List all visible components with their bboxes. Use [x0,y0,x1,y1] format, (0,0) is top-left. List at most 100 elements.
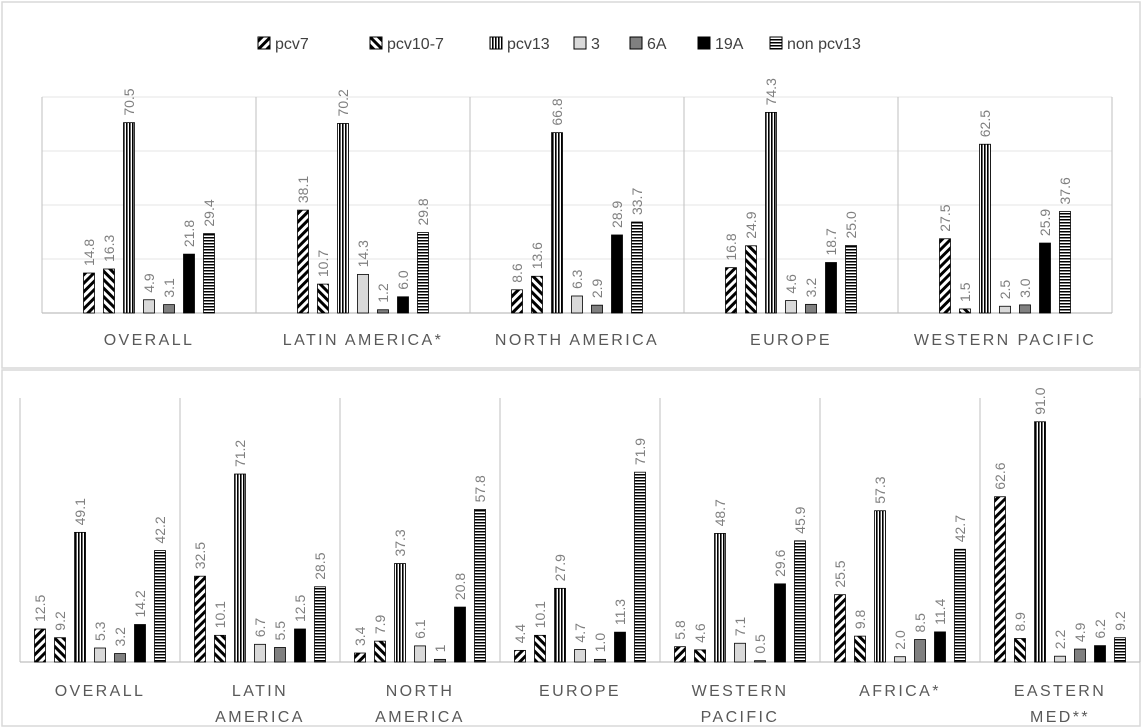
value-label: 14.3 [355,240,371,267]
bar-north-america-pcv13 [394,563,406,663]
bar-europe-pcv13 [765,111,777,314]
value-label: 11.3 [612,599,628,625]
legend: pcv7 pcv10-7 pcv13 3 6A 19A non pcv13 [257,36,861,53]
category-label: EUROPE [539,683,621,700]
bar-europe-pcv10-7 [745,245,757,314]
bar-europe-19a [825,262,837,314]
category-label: AMERICA [375,709,465,726]
value-label: 16.3 [101,235,117,262]
category-label: WESTERN PACIFIC [914,332,1096,349]
category-label: OVERALL [55,683,146,700]
legend-swatch [697,36,711,50]
value-label: 37.3 [392,529,408,556]
value-label: 62.6 [992,462,1008,489]
value-label: 70.5 [121,88,137,115]
bar-africa-pcv10-7 [854,635,866,663]
value-label: 7.1 [732,617,748,637]
legend-label: 19A [715,36,744,53]
legend-label: non pcv13 [787,36,861,53]
value-label: 14.2 [132,590,148,617]
value-label: 71.2 [232,440,248,467]
value-label: 3.2 [112,627,128,647]
legend-label: pcv13 [507,36,550,53]
legend-swatch [573,36,587,50]
value-label: 27.9 [552,554,568,581]
bar-overall-19a [183,253,195,314]
bar-europe-non-pcv13 [845,245,857,314]
bar-latin-america-3 [254,643,266,663]
value-label: 3.2 [803,278,819,298]
value-label: 8.6 [509,263,525,283]
bar-eastern-med-3 [1054,655,1066,663]
bar-overall-pcv13 [123,122,135,314]
bar-overall-3 [94,647,106,663]
value-label: 21.8 [181,220,197,247]
value-label: 57.8 [472,475,488,502]
bar-north-america-pcv10-7 [374,640,386,663]
value-label: 5.5 [272,621,288,641]
value-label: 12.5 [32,595,48,622]
bar-eastern-med-non-pcv13 [1114,637,1126,663]
bar-north-america-19a [611,234,623,314]
value-label: 1.2 [375,283,391,303]
value-label: 4.6 [692,623,708,643]
value-label: 4.9 [141,273,157,293]
category-label: NORTH [386,683,455,700]
category-label: PACIFIC [701,709,780,726]
bar-western-pacific-pcv13 [979,143,991,314]
bar-latin-america-pcv7 [194,575,206,663]
bar-latin-america-pcv13 [337,123,349,314]
value-label: 1 [432,644,448,652]
bar-western-pacific-pcv10-7 [959,308,971,314]
bar-western-pacific-19a [774,583,786,663]
category-label: EASTERN [1014,683,1106,700]
value-label: 6.1 [412,619,428,639]
bar-eastern-med-6a [1074,648,1086,663]
value-label: 71.9 [632,438,648,465]
legend-label: pcv10-7 [387,36,444,53]
category-label: EUROPE [750,332,832,349]
bar-africa-6a [914,639,926,663]
bar-latin-america-19a [294,628,306,663]
value-label: 3.1 [161,278,177,298]
bar-overall-19a [134,624,146,663]
bar-overall-pcv10-7 [103,268,115,314]
legend-label: pcv7 [275,36,309,53]
category-label: WESTERN [692,683,789,700]
value-label: 4.4 [512,624,528,644]
bar-overall-pcv10-7 [54,637,66,663]
bar-africa-pcv7 [834,594,846,663]
bar-europe-pcv7 [725,267,737,314]
bar-north-america-19a [454,606,466,663]
value-label: 25.0 [843,211,859,238]
value-label: 28.5 [312,552,328,579]
legend-swatch [629,36,643,50]
value-label: 9.8 [852,609,868,629]
value-label: 2.5 [997,280,1013,300]
bar-north-america-6a [591,304,603,314]
category-label: OVERALL [104,332,195,349]
legend-swatch [489,36,503,50]
value-label: 32.5 [192,542,208,569]
bar-africa-3 [894,656,906,663]
bar-europe-6a [594,658,606,663]
value-label: 1.5 [957,282,973,302]
bar-latin-america-non-pcv13 [314,586,326,663]
category-label: NORTH AMERICA [495,332,659,349]
value-label: 1.0 [592,633,608,653]
value-label: 13.6 [529,242,545,269]
bar-overall-pcv13 [74,531,86,663]
bar-western-pacific-3 [999,305,1011,314]
value-label: 70.2 [335,89,351,116]
value-label: 28.9 [609,201,625,228]
value-label: 2.0 [892,630,908,650]
value-label: 10.1 [532,601,548,628]
bar-overall-non-pcv13 [154,550,166,663]
bar-latin-america-pcv13 [234,473,246,663]
bar-latin-america-19a [397,296,409,314]
value-label: 6.3 [569,269,585,289]
category-label: MED** [1030,709,1090,726]
bar-africa-19a [934,631,946,663]
bar-overall-6a [163,304,175,314]
